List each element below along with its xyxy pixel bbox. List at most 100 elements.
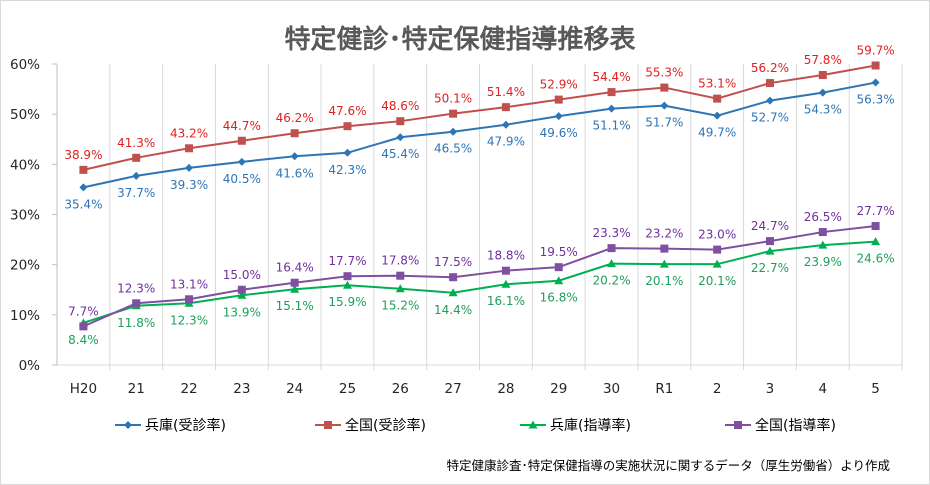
data-point-square — [185, 144, 194, 153]
data-label: 47.6% — [328, 104, 366, 118]
data-label: 42.3% — [328, 163, 366, 177]
data-label: 17.8% — [381, 254, 419, 268]
data-point-square — [871, 222, 880, 231]
data-point-square — [324, 421, 332, 429]
data-point-triangle — [237, 290, 247, 299]
data-point-square — [290, 129, 299, 138]
data-point-diamond — [765, 96, 774, 105]
legend-label: 兵庫(指導率) — [550, 417, 631, 434]
data-label: 23.3% — [592, 226, 630, 240]
data-point-diamond — [501, 120, 510, 129]
data-point-diamond — [79, 183, 88, 192]
data-point-diamond — [290, 152, 299, 161]
legend-label: 兵庫(受診率) — [145, 417, 226, 434]
data-label: 17.5% — [434, 255, 472, 269]
legend-label: 全国(指導率) — [755, 417, 836, 434]
data-label: 57.8% — [804, 53, 842, 67]
data-point-square — [713, 245, 722, 254]
series-全国(受診率): 38.9% 41.3% 43.2% 44.7% 46.2% 47.6% 48.6% 50.1%… — [64, 44, 895, 174]
data-label: 38.9% — [64, 148, 102, 162]
data-label: 51.7% — [645, 116, 683, 130]
data-label: 49.7% — [698, 126, 736, 140]
data-label: 53.1% — [698, 77, 736, 91]
data-point-square — [501, 103, 510, 112]
data-label: 50.1% — [434, 92, 472, 106]
data-label: 56.2% — [751, 61, 789, 75]
data-point-square — [237, 285, 246, 294]
data-label: 15.1% — [276, 299, 314, 313]
y-tick-label: 30% — [10, 208, 40, 224]
x-tick-label: 28 — [497, 381, 514, 397]
data-point-square — [343, 272, 352, 281]
x-tick-label: 27 — [445, 381, 462, 397]
data-point-square — [660, 83, 669, 92]
data-point-diamond — [449, 127, 458, 136]
data-point-triangle — [607, 259, 617, 268]
data-point-diamond — [713, 111, 722, 120]
data-point-square — [501, 266, 510, 275]
data-label: 52.7% — [751, 111, 789, 125]
data-label: 49.6% — [540, 126, 578, 140]
data-point-triangle — [448, 288, 458, 297]
data-point-triangle — [395, 284, 405, 293]
data-point-triangle — [290, 284, 300, 293]
data-label: 16.8% — [540, 291, 578, 305]
data-label: 54.3% — [804, 103, 842, 117]
data-point-diamond — [237, 157, 246, 166]
data-point-square — [871, 61, 880, 70]
legend-item: 全国(指導率) — [725, 417, 836, 434]
data-label: 24.6% — [857, 252, 895, 266]
data-label: 20.2% — [592, 274, 630, 288]
data-label: 16.4% — [276, 261, 314, 275]
data-label: 27.7% — [857, 204, 895, 218]
data-label: 23.0% — [698, 228, 736, 242]
legend-item: 全国(受診率) — [315, 417, 426, 434]
data-label: 51.4% — [487, 85, 525, 99]
data-label: 23.9% — [804, 255, 842, 269]
data-point-diamond — [343, 148, 352, 157]
series-line — [83, 81, 876, 189]
data-label: 24.7% — [751, 219, 789, 233]
data-label: 39.3% — [170, 178, 208, 192]
data-point-square — [818, 71, 827, 80]
x-tick-label: R1 — [655, 381, 673, 397]
data-label: 22.7% — [751, 261, 789, 275]
data-label: 46.5% — [434, 142, 472, 156]
series-line — [83, 64, 876, 171]
data-point-square — [765, 237, 774, 246]
data-point-diamond — [132, 171, 141, 180]
data-point-diamond — [660, 101, 669, 110]
data-point-triangle — [871, 237, 881, 246]
data-label: 11.8% — [117, 316, 155, 330]
chart-title: 特定健診･特定保健指導推移表 — [284, 24, 636, 55]
data-label: 55.3% — [645, 66, 683, 80]
data-label: 52.9% — [540, 78, 578, 92]
data-point-square — [607, 244, 616, 253]
data-point-square — [396, 117, 405, 126]
legend-item: 兵庫(受診率) — [115, 417, 226, 434]
y-tick-label: 10% — [10, 308, 40, 324]
x-tick-label: 24 — [286, 381, 303, 397]
data-point-square — [607, 88, 616, 97]
data-point-square — [79, 165, 88, 174]
data-point-square — [290, 278, 299, 287]
data-point-square — [554, 263, 563, 272]
data-point-triangle — [659, 259, 669, 268]
data-label: 7.7% — [68, 304, 99, 318]
data-label: 44.7% — [223, 119, 261, 133]
data-label: 15.0% — [223, 268, 261, 282]
data-point-diamond — [554, 112, 563, 121]
data-point-diamond — [396, 133, 405, 142]
data-label: 8.4% — [68, 333, 99, 347]
data-point-triangle — [528, 420, 538, 429]
data-point-square — [713, 94, 722, 103]
data-point-square — [449, 273, 458, 282]
data-point-diamond — [124, 421, 132, 429]
source-note: 特定健康診査･特定保健指導の実施状況に関するデータ（厚生労働省）より作成 — [446, 458, 890, 473]
data-point-square — [449, 109, 458, 118]
data-point-square — [132, 153, 141, 162]
data-point-diamond — [871, 78, 880, 87]
data-point-square — [185, 295, 194, 304]
data-point-square — [237, 136, 246, 145]
